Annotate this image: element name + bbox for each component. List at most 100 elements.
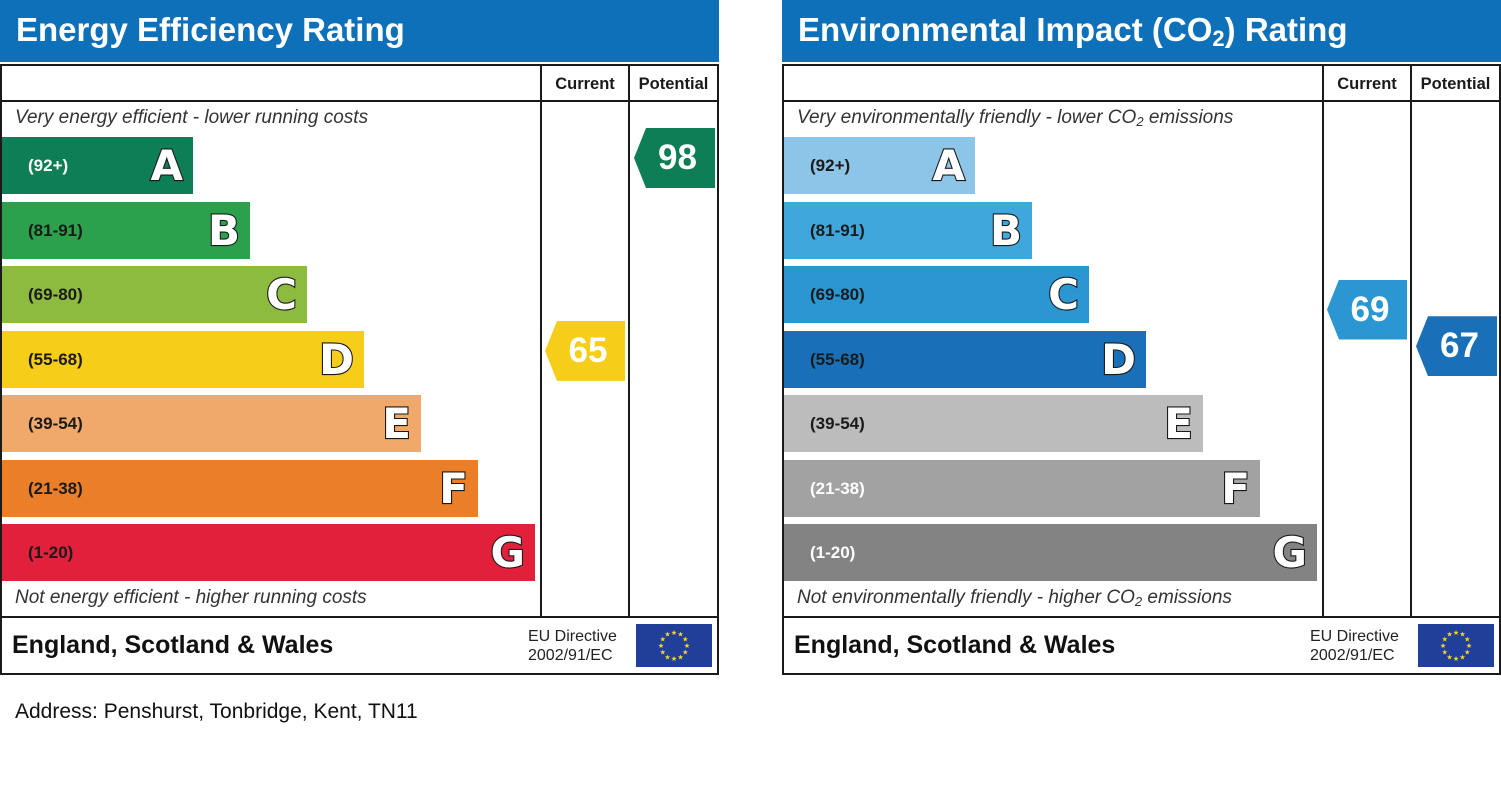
band-letter: B	[207, 204, 241, 255]
band-letter: C	[1047, 269, 1080, 320]
band-a: (92+) A	[784, 137, 975, 194]
top-note: Very environmentally friendly - lower CO…	[797, 107, 1234, 129]
band-g: (1-20) G	[784, 524, 1317, 581]
band-b: (81-91) B	[784, 201, 1032, 259]
band-letter: G	[489, 527, 526, 578]
column-header-potential: Potential	[1420, 75, 1491, 93]
band-range-label: (69-80)	[28, 285, 83, 304]
eu-star-icon: ★	[1459, 631, 1465, 639]
eu-directive: EU Directive 2002/91/EC	[528, 627, 617, 665]
band-c: (69-80) C	[2, 266, 307, 323]
band-g: (1-20) G	[2, 524, 535, 581]
eu-star-icon: ★	[677, 631, 683, 639]
band-range-label: (21-38)	[28, 478, 83, 498]
band-range-label: (39-54)	[810, 414, 865, 433]
current-rating-arrow: 65	[545, 320, 625, 381]
eu-star-icon: ★	[1442, 636, 1448, 644]
bottom-note: Not energy efficient - higher running co…	[15, 587, 367, 608]
band-letter: D	[318, 333, 355, 384]
band-letter: B	[989, 204, 1023, 255]
divider	[782, 616, 1501, 618]
eu-star-icon: ★	[1466, 642, 1472, 650]
band-letter: D	[1100, 333, 1137, 384]
eu-star-icon: ★	[1440, 642, 1446, 650]
column-header-current: Current	[555, 75, 615, 93]
band-f: (21-38) F	[2, 459, 478, 517]
band-range-label: (69-80)	[810, 285, 865, 304]
band-c: (69-80) C	[784, 266, 1089, 323]
eu-star-icon: ★	[664, 653, 670, 661]
eu-star-icon: ★	[1442, 649, 1448, 657]
band-range-label: (1-20)	[28, 543, 74, 562]
eu-star-icon: ★	[1464, 649, 1470, 657]
eu-star-icon: ★	[1453, 629, 1459, 637]
column-header-current: Current	[1337, 75, 1397, 93]
eu-directive-line1: EU Directive	[528, 628, 617, 645]
band-range-label: (92+)	[810, 156, 851, 175]
band-d: (55-68) D	[2, 330, 364, 388]
band-range-label: (92+)	[28, 156, 69, 175]
band-range-label: (39-54)	[28, 414, 83, 433]
eu-star-icon: ★	[684, 642, 690, 650]
eu-star-icon: ★	[677, 653, 683, 661]
band-range-label: (81-91)	[28, 220, 83, 240]
eu-star-icon: ★	[660, 649, 666, 657]
chart-frame	[782, 64, 1501, 675]
eu-star-icon: ★	[1459, 653, 1465, 661]
eu-star-icon: ★	[671, 655, 677, 663]
band-e: (39-54) E	[784, 395, 1203, 452]
eu-star-icon: ★	[664, 631, 670, 639]
eu-flag-icon: ★ ★★★★★★★★★★★	[636, 624, 712, 667]
energy-efficiency-chart: Energy Efficiency Rating Current Potenti…	[0, 0, 719, 675]
chart-title: Environmental Impact (CO2) Rating	[782, 0, 1501, 62]
top-note: Very energy efficient - lower running co…	[15, 107, 369, 128]
eu-directive-line1: EU Directive	[1310, 628, 1399, 645]
eu-star-icon: ★	[660, 636, 666, 644]
eu-star-icon: ★	[658, 642, 664, 650]
band-e: (39-54) E	[2, 395, 421, 452]
eu-star-icon: ★	[1453, 655, 1459, 663]
band-d: (55-68) D	[784, 330, 1146, 388]
divider	[1410, 64, 1412, 618]
band-letter: G	[1271, 527, 1308, 578]
address-text: Address: Penshurst, Tonbridge, Kent, TN1…	[15, 700, 418, 723]
column-header-potential: Potential	[638, 75, 709, 93]
band-letter: F	[438, 462, 469, 513]
eu-directive-line2: 2002/91/EC	[1310, 647, 1395, 664]
eu-star-icon: ★	[1446, 653, 1452, 661]
region-label: England, Scotland & Wales	[794, 631, 1116, 659]
chart-frame	[0, 64, 719, 675]
environmental-impact-chart: Environmental Impact (CO2) Rating Curren…	[782, 0, 1501, 675]
band-range-label: (1-20)	[810, 543, 856, 562]
eu-star-icon: ★	[1464, 636, 1470, 644]
eu-directive: EU Directive 2002/91/EC	[1310, 627, 1399, 665]
band-letter: E	[381, 398, 412, 449]
divider	[0, 100, 719, 102]
eu-directive-line2: 2002/91/EC	[528, 647, 613, 664]
band-range-label: (55-68)	[28, 349, 83, 369]
divider	[1322, 64, 1324, 618]
eu-star-icon: ★	[682, 649, 688, 657]
potential-rating-arrow: 67	[1416, 316, 1497, 377]
band-letter: A	[931, 140, 966, 191]
band-letter: A	[149, 140, 184, 191]
eu-flag-icon: ★ ★★★★★★★★★★★	[1418, 624, 1494, 667]
band-f: (21-38) F	[784, 459, 1260, 517]
divider	[782, 100, 1501, 102]
eu-star-icon: ★	[671, 629, 677, 637]
band-range-label: (81-91)	[810, 220, 865, 240]
potential-rating-arrow: 98	[634, 128, 715, 188]
band-letter: F	[1220, 462, 1251, 513]
band-letter: C	[265, 269, 298, 320]
band-b: (81-91) B	[2, 201, 250, 259]
band-letter: E	[1163, 398, 1194, 449]
divider	[0, 616, 719, 618]
current-rating-arrow: 69	[1327, 279, 1407, 340]
band-a: (92+) A	[2, 137, 193, 194]
divider	[628, 64, 630, 618]
divider	[540, 64, 542, 618]
eu-star-icon: ★	[682, 636, 688, 644]
chart-title: Energy Efficiency Rating	[0, 0, 719, 62]
band-range-label: (21-38)	[810, 478, 865, 498]
bottom-note: Not environmentally friendly - higher CO…	[797, 587, 1232, 609]
